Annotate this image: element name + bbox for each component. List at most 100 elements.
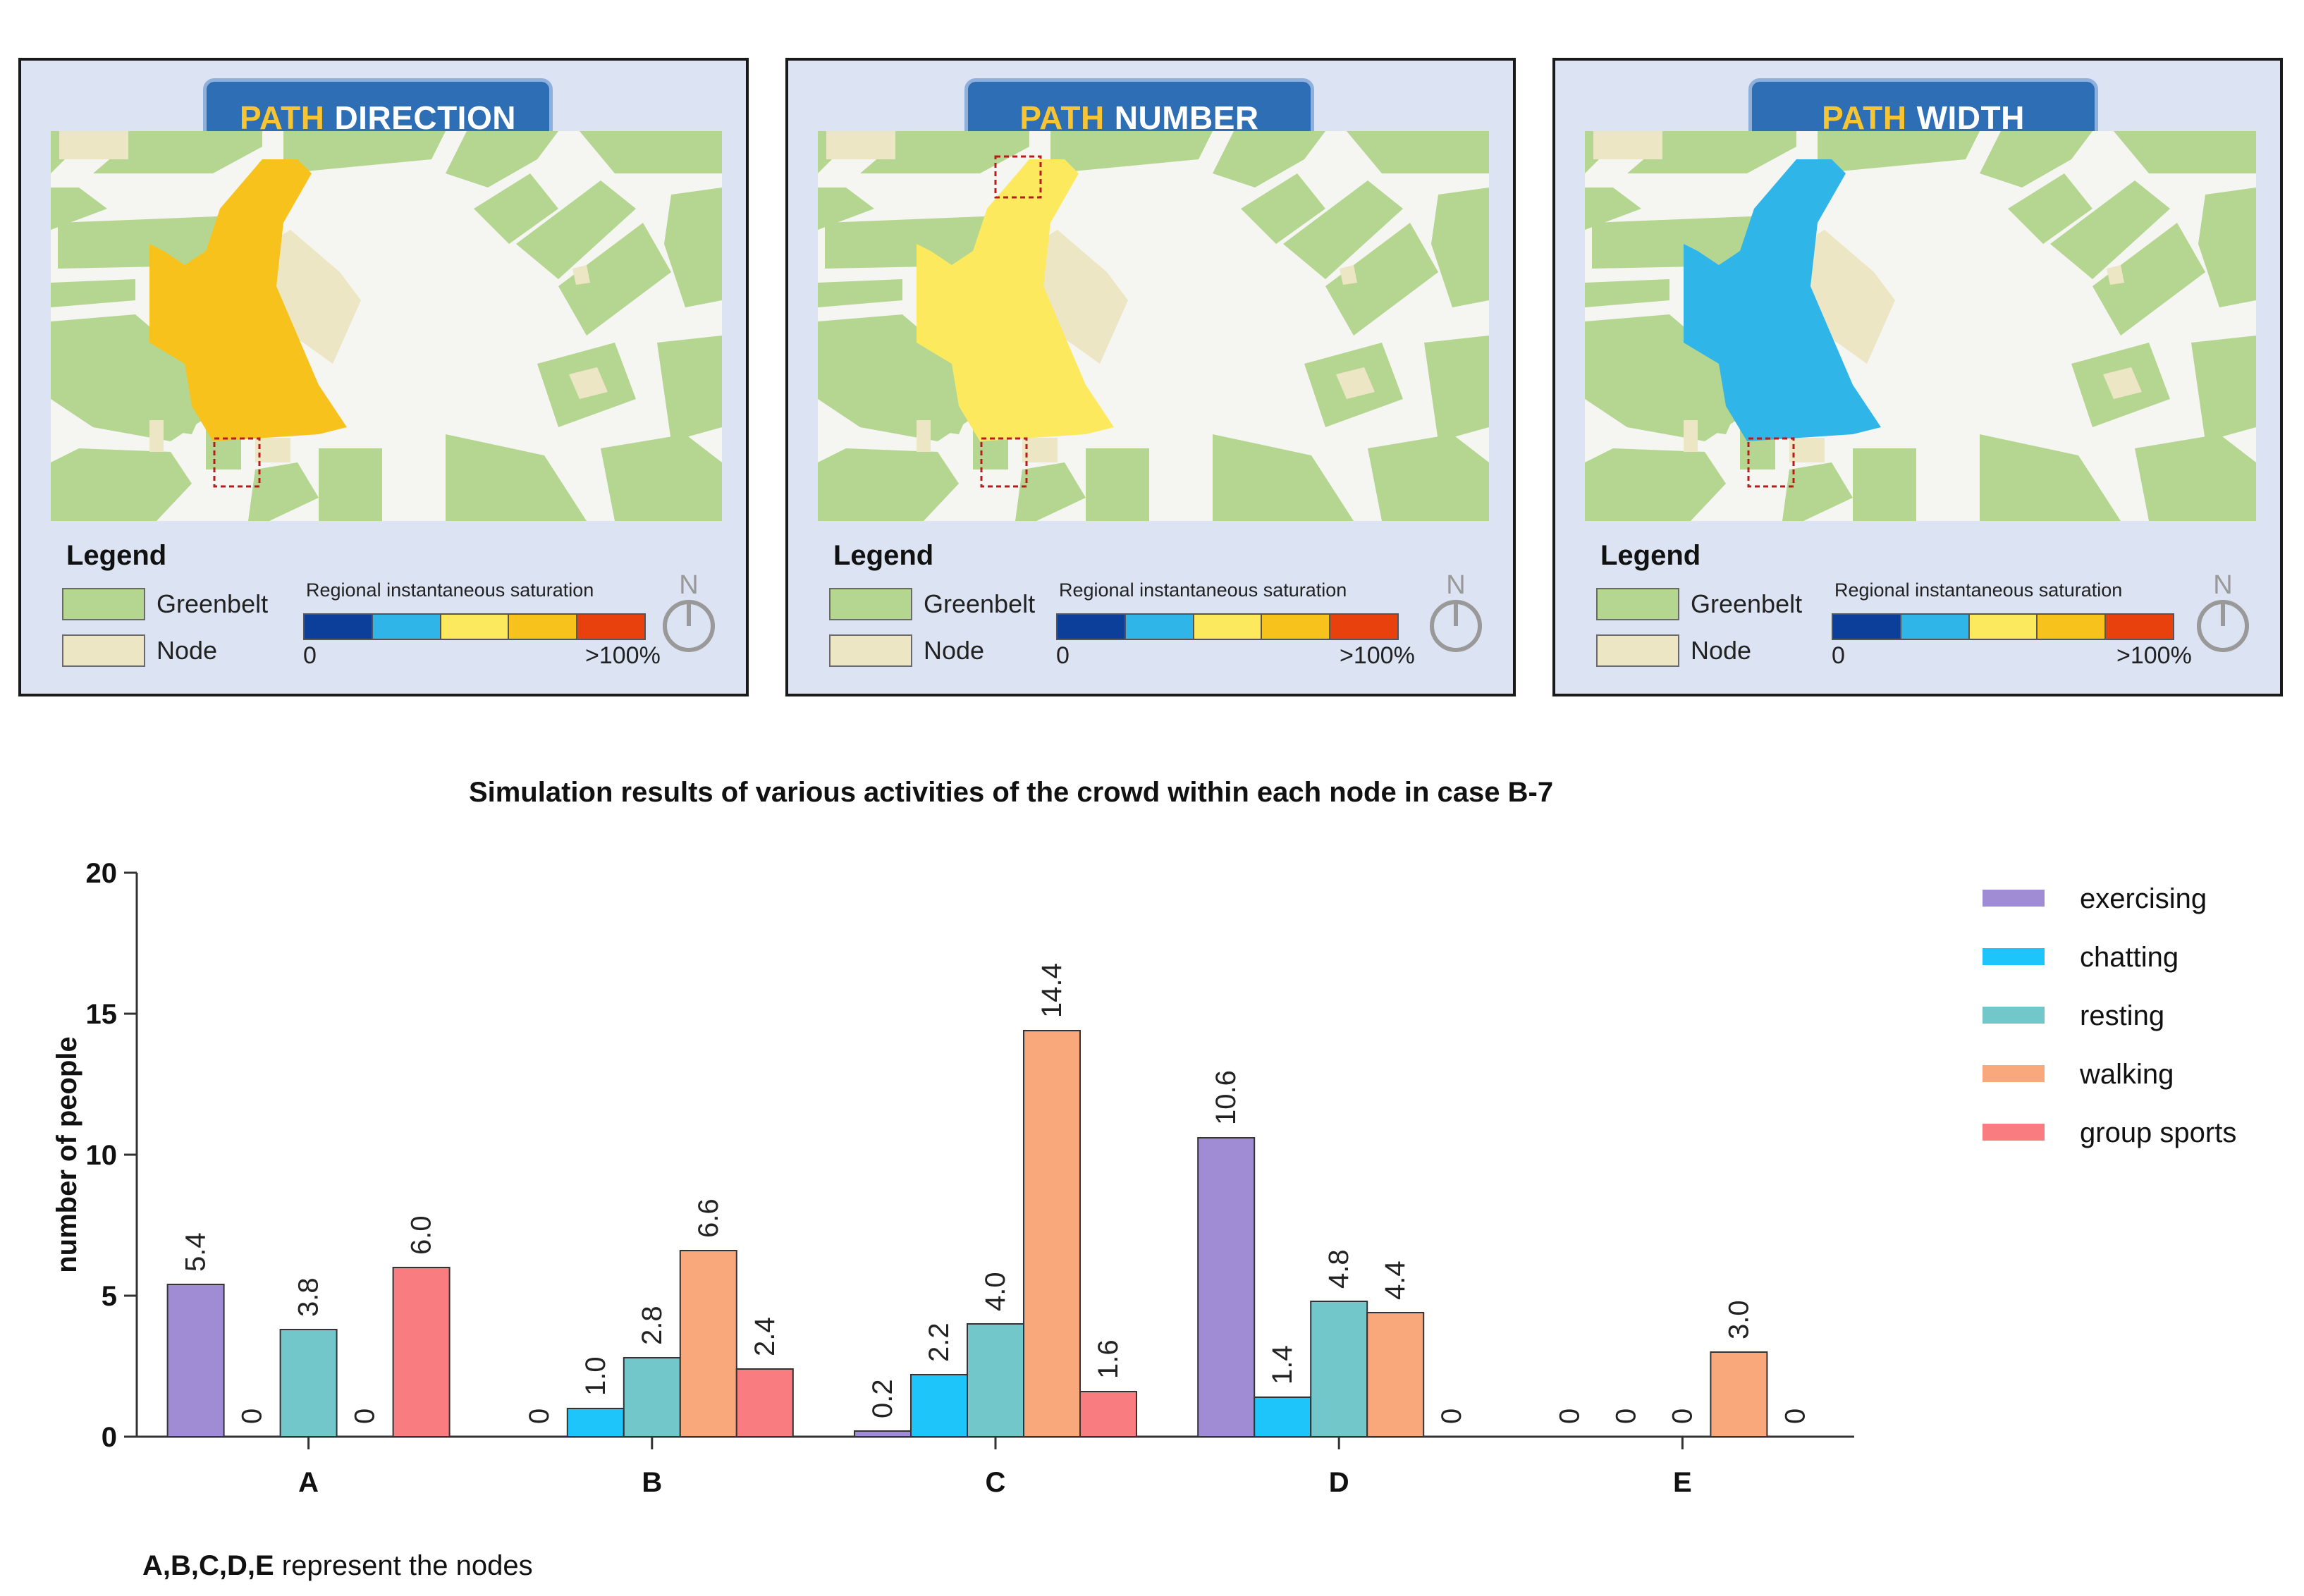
saturation-step bbox=[1261, 615, 1330, 639]
node-label: Node bbox=[1691, 636, 1752, 665]
greenbelt bbox=[1015, 462, 1086, 521]
data-label: 5.4 bbox=[180, 1232, 212, 1272]
x-tick-label: B bbox=[642, 1467, 662, 1498]
saturation-region bbox=[1684, 159, 1881, 441]
node bbox=[1336, 367, 1375, 399]
highlight-box bbox=[1747, 437, 1795, 488]
node-label: Node bbox=[924, 636, 985, 665]
site-map bbox=[51, 131, 722, 521]
saturation-region bbox=[917, 159, 1114, 441]
chart-note: A,B,C,D,E represent the nodes bbox=[142, 1550, 533, 1581]
greenbelt bbox=[1050, 131, 1213, 173]
node bbox=[2103, 367, 2142, 399]
saturation-step bbox=[1833, 615, 1900, 639]
north-label: N bbox=[2213, 570, 2232, 600]
data-label: 2.4 bbox=[749, 1317, 780, 1356]
legend-entry: group sports bbox=[2080, 1117, 2236, 1148]
greenbelt bbox=[1818, 131, 1980, 173]
greenbelt bbox=[51, 188, 107, 230]
legend-entry: exercising bbox=[2080, 883, 2207, 914]
greenbelt bbox=[1627, 131, 1796, 173]
data-label: 0 bbox=[1667, 1408, 1698, 1424]
bar bbox=[1023, 1030, 1081, 1437]
bar bbox=[166, 1284, 225, 1437]
legend-title: Legend bbox=[1600, 540, 1701, 571]
data-label: 2.8 bbox=[637, 1306, 668, 1345]
map-panel-path-number: PATH NUMBER Legend Greenbelt Node Regiona… bbox=[785, 58, 1516, 696]
node bbox=[917, 420, 931, 452]
legend-entry: chatting bbox=[2080, 942, 2179, 973]
bar bbox=[967, 1323, 1024, 1437]
data-label: 0.2 bbox=[867, 1379, 898, 1418]
saturation-max: >100% bbox=[1340, 642, 1415, 669]
highlight-box bbox=[980, 437, 1028, 488]
x-tick-label: D bbox=[1329, 1467, 1349, 1498]
greenbelt bbox=[860, 131, 1029, 173]
data-label: 0 bbox=[1610, 1408, 1641, 1424]
greenbelt bbox=[1241, 173, 1325, 244]
north-label: N bbox=[679, 570, 698, 600]
saturation-step bbox=[1968, 615, 2037, 639]
data-label: 0 bbox=[1779, 1408, 1810, 1424]
bar bbox=[566, 1408, 625, 1437]
greenbelt bbox=[664, 188, 722, 307]
greenbelt bbox=[558, 223, 671, 336]
legend-entry: walking bbox=[2079, 1059, 2174, 1090]
greenbelt bbox=[2191, 336, 2256, 441]
saturation-step bbox=[2036, 615, 2105, 639]
greenbelt bbox=[580, 131, 722, 173]
y-tick-label: 10 bbox=[86, 1140, 118, 1171]
greenbelt-swatch bbox=[1596, 588, 1679, 620]
bar bbox=[1254, 1396, 1312, 1437]
node bbox=[149, 420, 164, 452]
bar bbox=[279, 1329, 338, 1437]
greenbelt bbox=[1431, 188, 1489, 307]
greenbelt bbox=[51, 279, 135, 307]
bar bbox=[1310, 1301, 1368, 1437]
data-label: 1.0 bbox=[580, 1356, 611, 1396]
greenbelt bbox=[1980, 434, 2121, 521]
node bbox=[826, 131, 895, 159]
node bbox=[1593, 131, 1662, 159]
bar bbox=[623, 1357, 681, 1437]
north-arrow-icon: N bbox=[2197, 570, 2249, 652]
greenbelt bbox=[601, 434, 722, 521]
data-label: 4.4 bbox=[1380, 1260, 1411, 1300]
saturation-max: >100% bbox=[2116, 642, 2192, 669]
chart-title: Simulation results of various activities… bbox=[469, 777, 1553, 808]
bar bbox=[1079, 1391, 1137, 1437]
greenbelt-swatch bbox=[62, 588, 145, 620]
greenbelt bbox=[1283, 180, 1403, 279]
saturation-step bbox=[1329, 615, 1397, 639]
greenbelt bbox=[1585, 188, 1641, 230]
legend-swatch bbox=[1983, 948, 2045, 965]
node-swatch bbox=[62, 634, 145, 667]
greenbelt bbox=[2050, 180, 2170, 279]
saturation-step bbox=[2104, 615, 2173, 639]
site-map bbox=[818, 131, 1489, 521]
saturation-max: >100% bbox=[585, 642, 661, 669]
x-tick-label: E bbox=[1673, 1467, 1692, 1498]
saturation-step bbox=[371, 615, 440, 639]
y-tick-label: 15 bbox=[86, 999, 118, 1030]
map-panel-path-direction: PATH DIRECTION Legend Greenbelt Node Regi… bbox=[18, 58, 749, 696]
greenbelt bbox=[1585, 279, 1669, 307]
greenbelt bbox=[818, 448, 959, 521]
greenbelt bbox=[283, 131, 446, 173]
data-label: 4.0 bbox=[980, 1272, 1011, 1311]
greenbelt bbox=[2008, 173, 2092, 244]
saturation-step bbox=[1192, 615, 1261, 639]
highlight-box bbox=[213, 437, 261, 488]
greenbelt bbox=[474, 173, 558, 244]
legend-swatch bbox=[1983, 1007, 2045, 1024]
saturation-step bbox=[439, 615, 508, 639]
greenbelt-label: Greenbelt bbox=[1691, 589, 1803, 618]
node-swatch bbox=[1596, 634, 1679, 667]
node bbox=[569, 367, 608, 399]
x-tick-label: A bbox=[298, 1467, 319, 1498]
y-tick-label: 5 bbox=[102, 1281, 117, 1312]
y-tick-label: 20 bbox=[86, 858, 118, 889]
greenbelt bbox=[2198, 188, 2256, 307]
saturation-min: 0 bbox=[303, 642, 317, 669]
saturation-min: 0 bbox=[1056, 642, 1070, 669]
